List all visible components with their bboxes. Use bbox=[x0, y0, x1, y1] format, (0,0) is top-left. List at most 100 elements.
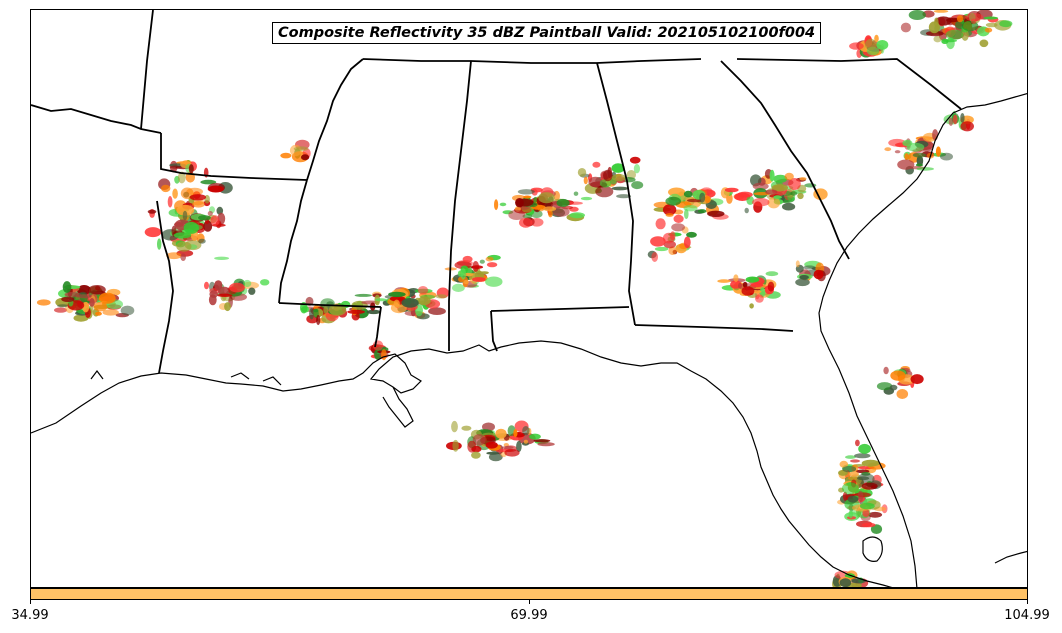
paintball-blob bbox=[583, 176, 588, 185]
paintball-blob bbox=[699, 192, 706, 203]
paintball-blob bbox=[588, 176, 603, 188]
colorbar-tick-mark-0 bbox=[30, 600, 31, 604]
paintball-blob bbox=[538, 192, 555, 204]
paintball-blob bbox=[799, 275, 809, 280]
paintball-blob bbox=[915, 163, 924, 167]
paintball-blob bbox=[850, 459, 860, 463]
paintball-blob bbox=[960, 113, 965, 123]
paintball-blob bbox=[857, 490, 864, 502]
paintball-blob bbox=[935, 16, 952, 26]
paintball-blob bbox=[592, 161, 601, 168]
colorbar-tick-label-max: 104.99 bbox=[1004, 608, 1050, 623]
paintball-blob bbox=[906, 142, 925, 152]
paintball-blob bbox=[669, 231, 676, 241]
paintball-blob bbox=[952, 114, 958, 125]
paintball-blob bbox=[611, 186, 629, 191]
coastline bbox=[31, 92, 1027, 587]
paintball-blob bbox=[884, 147, 892, 152]
paintball-blob bbox=[472, 434, 486, 446]
paintball-blob bbox=[880, 44, 885, 54]
paintball-blob bbox=[482, 422, 495, 432]
paintball-blob bbox=[956, 15, 964, 23]
paintball-blob bbox=[515, 198, 524, 208]
paintball-blob bbox=[724, 187, 739, 193]
gulf-coastline bbox=[31, 340, 893, 587]
paintball-blob bbox=[173, 232, 192, 239]
paintball-blob bbox=[769, 169, 775, 182]
paintball-blob bbox=[182, 210, 188, 221]
paintball-blob bbox=[569, 212, 585, 219]
paintball-blob bbox=[508, 209, 526, 220]
paintball-blob bbox=[280, 152, 292, 159]
paintball-blob bbox=[874, 34, 879, 43]
paintball-blob bbox=[738, 282, 742, 289]
paintball-blob bbox=[293, 146, 309, 151]
paintball-blob bbox=[95, 311, 102, 316]
paintball-blob bbox=[603, 169, 613, 182]
paintball-blob bbox=[842, 465, 857, 473]
paintball-blob bbox=[910, 374, 924, 385]
paintball-blob bbox=[176, 204, 195, 216]
map-canvas bbox=[31, 10, 1027, 587]
paintball-blob bbox=[207, 211, 213, 216]
paintball-blob bbox=[167, 196, 173, 208]
paintball-blob bbox=[668, 246, 677, 255]
paintball-blob bbox=[851, 578, 866, 584]
paintball-blob bbox=[631, 181, 644, 190]
paintball-blob bbox=[361, 300, 380, 305]
paintball-blob bbox=[428, 307, 446, 316]
paintball-blob bbox=[485, 441, 498, 449]
paintball-blob bbox=[737, 191, 753, 198]
paintball-blob bbox=[932, 129, 939, 141]
paintball-blob bbox=[388, 291, 406, 298]
paintball-blob bbox=[499, 202, 507, 207]
colorbar-tick-mark-2 bbox=[1027, 600, 1028, 604]
paintball-blob bbox=[495, 428, 507, 439]
paintball-blob bbox=[876, 382, 893, 391]
paintball-blob bbox=[461, 425, 472, 431]
paintball-blob bbox=[580, 196, 593, 201]
colorbar-tick-mark-1 bbox=[529, 600, 530, 604]
paintball-blob bbox=[900, 22, 912, 33]
paintball-blob bbox=[896, 389, 909, 399]
paintball-blob bbox=[665, 213, 674, 217]
paintball-blob bbox=[908, 10, 926, 20]
texas-bays bbox=[90, 370, 282, 386]
paintball-blob bbox=[960, 121, 974, 132]
paintball-blob bbox=[848, 471, 860, 477]
paintball-blob bbox=[733, 274, 739, 283]
paintball-blob bbox=[144, 227, 162, 238]
paintball-blob bbox=[147, 209, 157, 214]
paintball-blob bbox=[519, 217, 533, 228]
paintball-blob bbox=[897, 159, 915, 170]
paintball-blob bbox=[616, 194, 632, 199]
paintball-blob bbox=[76, 294, 92, 299]
paintball-blob bbox=[435, 294, 448, 299]
paintball-blob bbox=[467, 440, 477, 453]
paintball-blob bbox=[323, 306, 329, 314]
paintball-blob bbox=[189, 194, 207, 201]
paintball-blob bbox=[301, 154, 310, 161]
paintball-blob bbox=[188, 164, 194, 174]
paintball-blob bbox=[765, 271, 779, 277]
paintball-blob bbox=[504, 449, 520, 457]
paintball-blob bbox=[925, 30, 944, 37]
paintball-blob bbox=[523, 195, 532, 199]
paintball-blob bbox=[224, 302, 231, 312]
paintball-blob bbox=[180, 253, 186, 261]
paintball-blob bbox=[203, 220, 213, 232]
paintball-blob bbox=[209, 290, 218, 298]
paintball-blob bbox=[651, 252, 658, 262]
paintball-blob bbox=[861, 522, 876, 528]
paintball-blob bbox=[767, 281, 775, 292]
paintball-blob bbox=[595, 185, 614, 198]
paintball-blob bbox=[543, 206, 557, 212]
paintball-blob bbox=[93, 301, 108, 312]
paintball-blob bbox=[198, 238, 206, 244]
paintball-blob bbox=[573, 191, 579, 196]
paintball-blob bbox=[861, 482, 878, 490]
paintball-blob bbox=[933, 10, 949, 13]
paintball-blob bbox=[462, 255, 473, 263]
paintball-blob bbox=[795, 278, 810, 287]
paintball-blob bbox=[451, 420, 458, 433]
